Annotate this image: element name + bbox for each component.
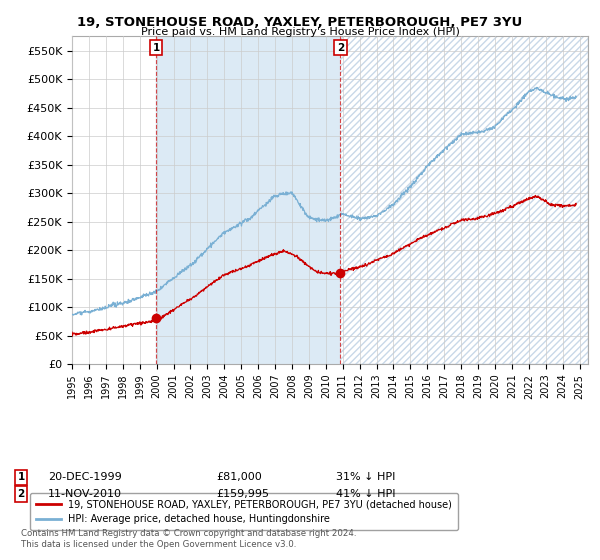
Text: 31% ↓ HPI: 31% ↓ HPI <box>336 472 395 482</box>
Text: 20-DEC-1999: 20-DEC-1999 <box>48 472 122 482</box>
Text: 11-NOV-2010: 11-NOV-2010 <box>48 489 122 499</box>
Bar <box>340 36 588 364</box>
Text: 1: 1 <box>17 472 25 482</box>
Text: 1: 1 <box>152 43 160 53</box>
Text: £159,995: £159,995 <box>216 489 269 499</box>
Text: 19, STONEHOUSE ROAD, YAXLEY, PETERBOROUGH, PE7 3YU: 19, STONEHOUSE ROAD, YAXLEY, PETERBOROUG… <box>77 16 523 29</box>
Text: 2: 2 <box>17 489 25 499</box>
Text: 41% ↓ HPI: 41% ↓ HPI <box>336 489 395 499</box>
Legend: 19, STONEHOUSE ROAD, YAXLEY, PETERBOROUGH, PE7 3YU (detached house), HPI: Averag: 19, STONEHOUSE ROAD, YAXLEY, PETERBOROUG… <box>31 493 458 530</box>
Text: Contains HM Land Registry data © Crown copyright and database right 2024.
This d: Contains HM Land Registry data © Crown c… <box>21 529 356 549</box>
Bar <box>156 36 340 364</box>
Text: 2: 2 <box>337 43 344 53</box>
Text: £81,000: £81,000 <box>216 472 262 482</box>
Text: Price paid vs. HM Land Registry's House Price Index (HPI): Price paid vs. HM Land Registry's House … <box>140 27 460 37</box>
